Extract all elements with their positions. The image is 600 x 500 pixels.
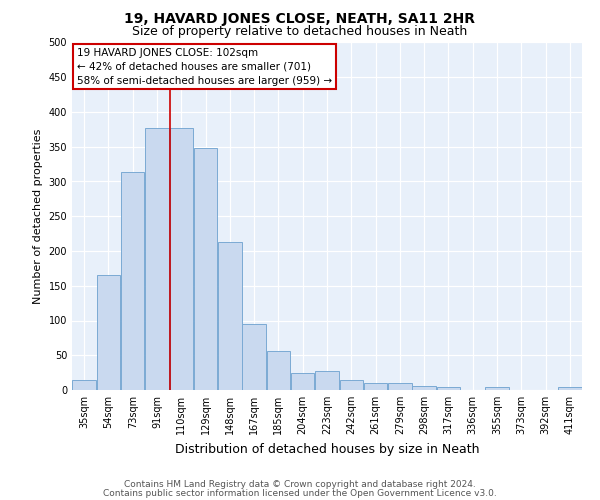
Text: Contains HM Land Registry data © Crown copyright and database right 2024.: Contains HM Land Registry data © Crown c… [124,480,476,489]
Bar [364,383,388,390]
Bar [121,172,145,390]
Bar [437,387,460,390]
Text: Size of property relative to detached houses in Neath: Size of property relative to detached ho… [133,25,467,38]
Bar [170,128,193,390]
Text: 19, HAVARD JONES CLOSE, NEATH, SA11 2HR: 19, HAVARD JONES CLOSE, NEATH, SA11 2HR [125,12,476,26]
Bar [73,380,96,390]
Bar [242,324,266,390]
Bar [315,370,339,390]
Y-axis label: Number of detached properties: Number of detached properties [33,128,43,304]
Bar [194,148,217,390]
Bar [388,383,412,390]
Bar [291,372,314,390]
Bar [558,387,581,390]
Bar [218,242,242,390]
Bar [340,380,363,390]
Bar [145,128,169,390]
X-axis label: Distribution of detached houses by size in Neath: Distribution of detached houses by size … [175,442,479,456]
Text: 19 HAVARD JONES CLOSE: 102sqm
← 42% of detached houses are smaller (701)
58% of : 19 HAVARD JONES CLOSE: 102sqm ← 42% of d… [77,48,332,86]
Bar [97,276,120,390]
Bar [412,386,436,390]
Bar [266,351,290,390]
Bar [485,387,509,390]
Text: Contains public sector information licensed under the Open Government Licence v3: Contains public sector information licen… [103,488,497,498]
